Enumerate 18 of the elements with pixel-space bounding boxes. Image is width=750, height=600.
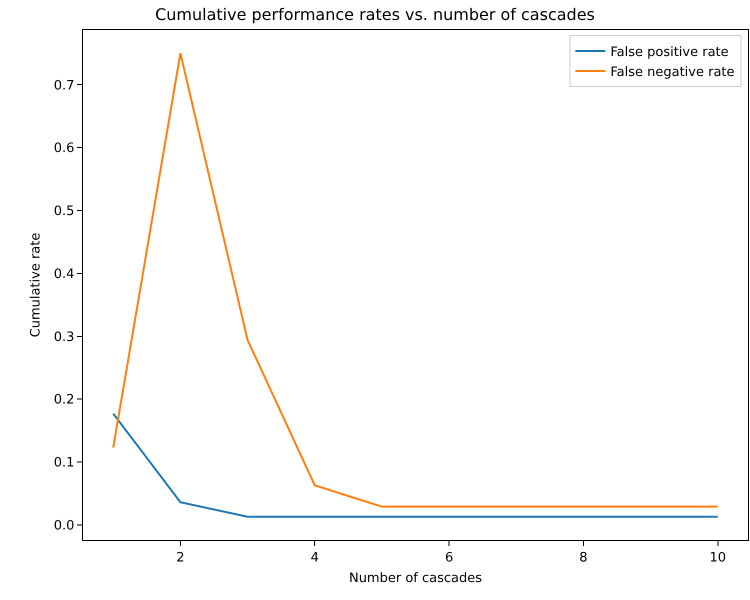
y-tick-label: 0.6 bbox=[54, 141, 74, 156]
y-tick-label: 0.7 bbox=[54, 78, 74, 94]
y-tick-label: 0.5 bbox=[54, 204, 74, 220]
legend-label: False negative rate bbox=[610, 65, 735, 80]
legend-label: False positive rate bbox=[610, 45, 729, 60]
y-tick-label: 0.4 bbox=[54, 266, 74, 282]
x-tick-label: 8 bbox=[579, 550, 588, 566]
x-tick-label: 2 bbox=[176, 550, 185, 566]
y-axis-title: Cumulative rate bbox=[28, 232, 44, 338]
chart-title: Cumulative performance rates vs. number of cascades bbox=[155, 5, 595, 24]
x-tick-label: 4 bbox=[310, 550, 319, 566]
y-tick-label: 0.1 bbox=[54, 456, 74, 471]
x-tick-label: 10 bbox=[709, 550, 726, 566]
y-tick-label: 0.2 bbox=[54, 392, 74, 408]
y-tick-label: 0.3 bbox=[54, 330, 74, 345]
x-tick-label: 6 bbox=[444, 550, 454, 566]
y-tick-label: 0.0 bbox=[54, 518, 74, 534]
x-axis-title: Number of cascades bbox=[348, 571, 482, 586]
